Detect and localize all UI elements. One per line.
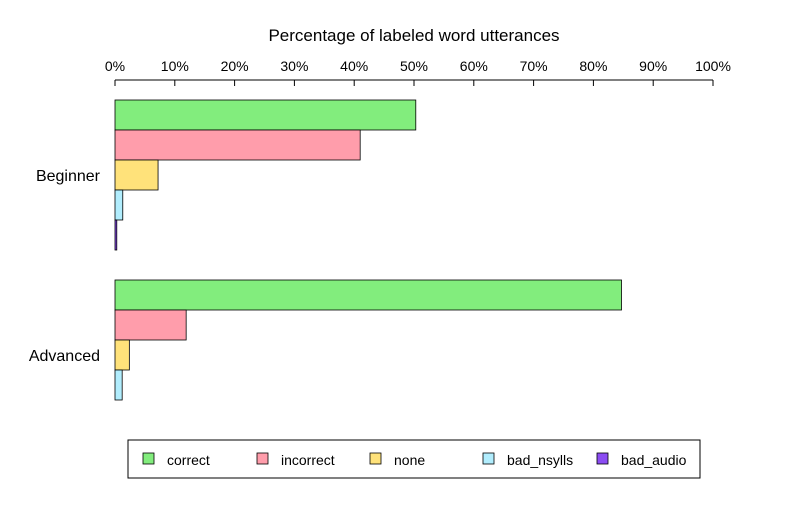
bars <box>114 99 622 401</box>
x-axis: 0% 10% 20% 30% 40% 50% 60% 70% 80% 90% 100% <box>105 58 731 86</box>
x-tick-label: 20% <box>221 58 249 74</box>
bar-beginner-incorrect <box>114 129 361 161</box>
bar-advanced-bad_nsylls <box>114 369 123 401</box>
category-label: Beginner <box>36 168 101 185</box>
category-labels: Beginner Advanced <box>29 168 101 365</box>
x-tick-label: 100% <box>695 58 731 74</box>
bar-advanced-correct <box>114 279 622 311</box>
legend-label-bad_nsylls: bad_nsylls <box>507 452 573 468</box>
bar-beginner-correct <box>114 99 417 131</box>
bar-beginner-bad_nsylls <box>114 189 124 221</box>
x-tick-label: 10% <box>161 58 189 74</box>
legend-swatch-correct <box>142 452 155 465</box>
bar-beginner-none <box>114 159 159 191</box>
legend: correct incorrect none bad_nsylls bad_audio <box>127 439 701 479</box>
legend-label-bad_audio: bad_audio <box>621 452 687 468</box>
legend-swatch-bad_nsylls <box>482 452 495 465</box>
bar-advanced-incorrect <box>114 309 187 341</box>
legend-swatch-bad_audio <box>596 452 609 465</box>
x-axis-title: Percentage of labeled word utterances <box>268 26 559 45</box>
x-tick-label: 50% <box>400 58 428 74</box>
x-tick-label: 90% <box>639 58 667 74</box>
legend-label-correct: correct <box>167 452 210 468</box>
legend-swatch-none <box>369 452 382 465</box>
x-tick-label: 40% <box>340 58 368 74</box>
legend-label-incorrect: incorrect <box>281 452 335 468</box>
bar-advanced-none <box>114 339 130 371</box>
legend-swatch-incorrect <box>256 452 269 465</box>
x-tick-label: 70% <box>520 58 548 74</box>
x-tick-label: 80% <box>579 58 607 74</box>
x-tick-label: 30% <box>280 58 308 74</box>
bar-beginner-bad_audio <box>114 219 118 251</box>
category-label: Advanced <box>29 348 100 365</box>
x-tick-label: 60% <box>460 58 488 74</box>
legend-label-none: none <box>394 452 425 468</box>
x-tick-label: 0% <box>105 58 125 74</box>
